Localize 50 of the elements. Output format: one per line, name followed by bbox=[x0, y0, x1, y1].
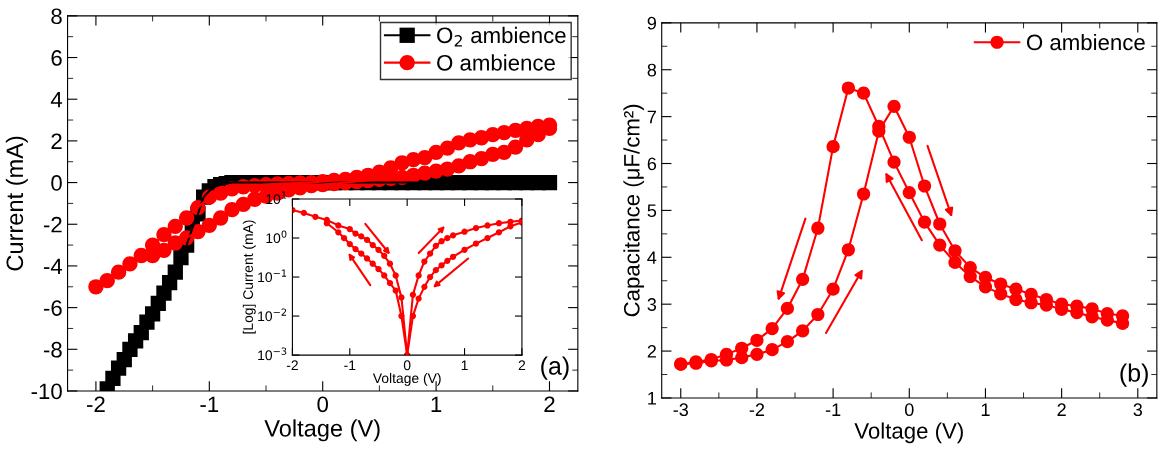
y-tick-label: -8 bbox=[43, 341, 62, 358]
legend-label: O$_{2}$ ambience bbox=[437, 26, 566, 47]
y-tick-label: 5 bbox=[647, 204, 657, 218]
y-tick-label: 2 bbox=[51, 133, 62, 149]
legend-label: O ambience bbox=[437, 54, 555, 71]
y-tick-label: -10 bbox=[31, 383, 62, 400]
y-tick-label: 8 bbox=[51, 8, 62, 25]
y-axis-title: Current (mA) bbox=[5, 136, 28, 271]
x-axis-title: Voltage (V) bbox=[854, 422, 963, 444]
y-tick-label: 4 bbox=[50, 91, 63, 108]
x-tick-label: 3 bbox=[1133, 403, 1143, 417]
x-tick-label: -1 bbox=[344, 360, 356, 371]
x-tick-label: -2 bbox=[87, 396, 105, 412]
x-axis-title: Voltage (V) bbox=[372, 372, 441, 386]
x-tick-label: -2 bbox=[286, 360, 298, 371]
y-tick-label: -2 bbox=[43, 216, 62, 233]
x-tick-label: -2 bbox=[749, 403, 765, 416]
y-axis-title: [Log] Current (mA) bbox=[242, 220, 256, 334]
y-tick-label: 0 bbox=[51, 175, 62, 191]
y-tick-label: 6 bbox=[51, 50, 62, 66]
y-tick-label: 3 bbox=[647, 298, 657, 311]
y-tick-label: 4 bbox=[647, 251, 657, 264]
x-tick-label: 2 bbox=[1057, 403, 1066, 416]
x-tick-label: 1 bbox=[981, 403, 990, 416]
annotation: (a) bbox=[541, 356, 569, 380]
x-tick-label: -1 bbox=[825, 403, 841, 416]
x-tick-label: -3 bbox=[673, 403, 688, 417]
x-tick-label: -1 bbox=[200, 396, 219, 412]
x-tick-label: 2 bbox=[518, 360, 526, 371]
y-tick-label: 10$^{−2}$ bbox=[258, 308, 287, 322]
x-tick-label: 0 bbox=[403, 360, 411, 371]
y-axis-title: Capacitance (μF/cm²) bbox=[623, 104, 645, 317]
y-tick-label: 10$^{0}$ bbox=[266, 230, 287, 244]
y-tick-label: -6 bbox=[43, 300, 62, 316]
legend-label: O ambience bbox=[1026, 33, 1145, 51]
x-tick-label: 1 bbox=[431, 396, 442, 412]
annotation: (b) bbox=[1120, 363, 1148, 387]
y-tick-label: -4 bbox=[43, 258, 63, 274]
y-tick-label: 7 bbox=[647, 110, 656, 124]
y-tick-label: 6 bbox=[647, 157, 657, 171]
y-tick-label: 10$^{−3}$ bbox=[258, 347, 287, 361]
y-tick-label: 9 bbox=[647, 16, 656, 30]
x-axis-title: Voltage (V) bbox=[264, 419, 380, 442]
x-tick-label: 2 bbox=[544, 396, 555, 412]
y-tick-label: 2 bbox=[647, 345, 656, 358]
x-tick-label: 0 bbox=[317, 396, 329, 413]
y-tick-label: 8 bbox=[647, 63, 657, 77]
x-tick-label: 1 bbox=[461, 360, 468, 371]
x-tick-label: 0 bbox=[904, 403, 914, 417]
y-tick-label: 10$^{−1}$ bbox=[258, 269, 287, 283]
